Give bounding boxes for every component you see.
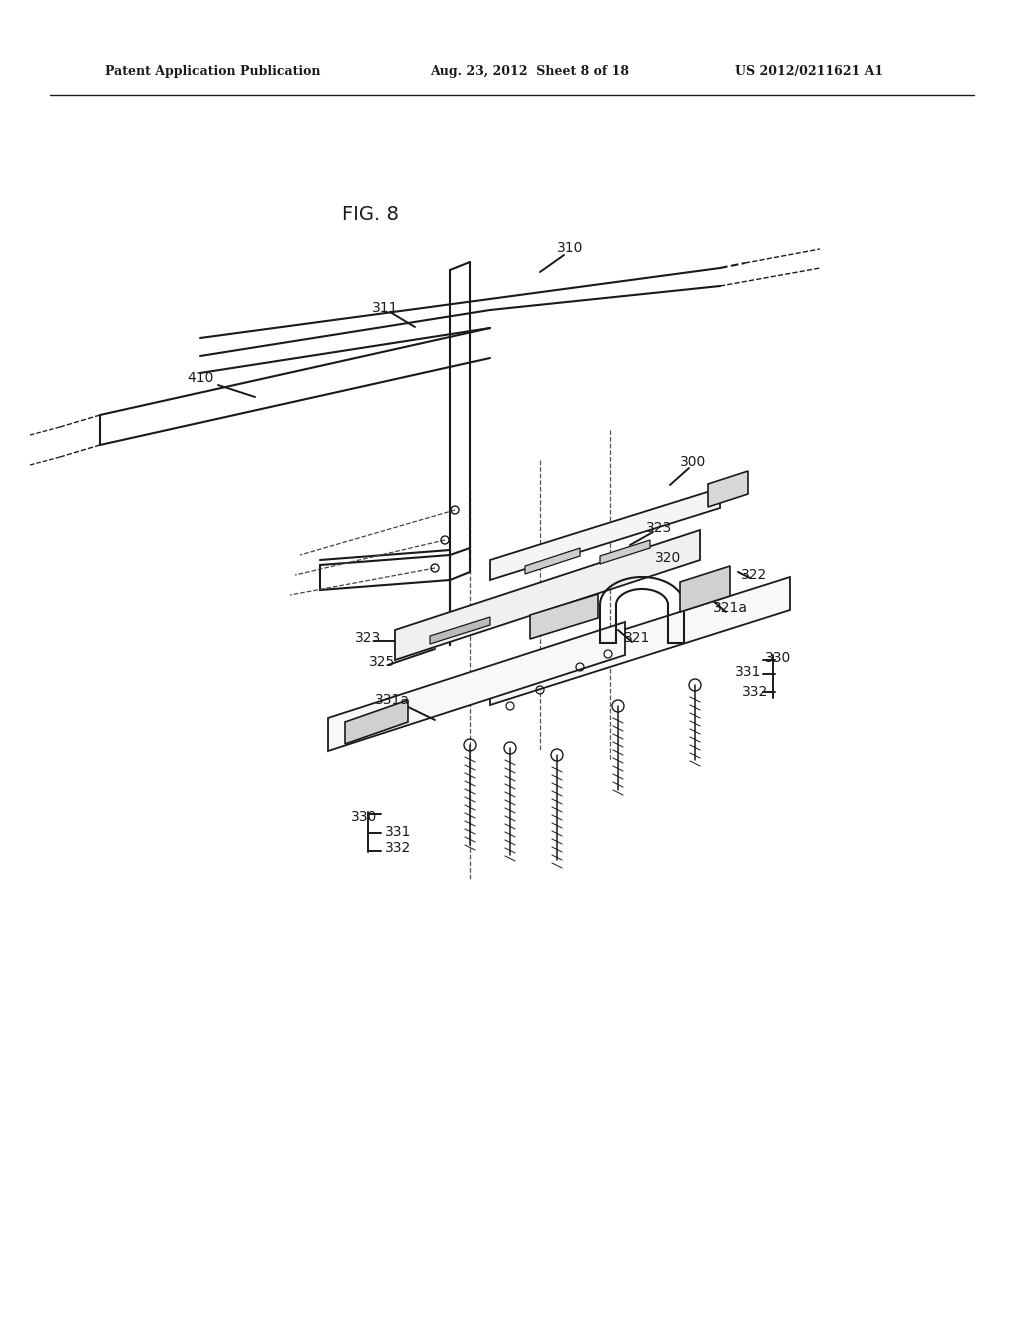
Polygon shape (525, 548, 580, 574)
Text: Aug. 23, 2012  Sheet 8 of 18: Aug. 23, 2012 Sheet 8 of 18 (430, 66, 629, 78)
Text: 310: 310 (557, 242, 584, 255)
Text: 321a: 321a (713, 601, 748, 615)
Text: 325: 325 (369, 655, 395, 669)
Text: 410: 410 (186, 371, 213, 385)
Polygon shape (490, 488, 720, 579)
Text: 323: 323 (646, 521, 672, 535)
Polygon shape (328, 622, 625, 751)
Polygon shape (430, 616, 490, 644)
Text: 322: 322 (741, 568, 767, 582)
Text: 332: 332 (385, 841, 411, 855)
Text: US 2012/0211621 A1: US 2012/0211621 A1 (735, 66, 883, 78)
Polygon shape (600, 540, 650, 564)
Text: 332: 332 (741, 685, 768, 700)
Text: 331a: 331a (375, 693, 410, 708)
Text: FIG. 8: FIG. 8 (342, 206, 398, 224)
Text: 320: 320 (655, 550, 681, 565)
Text: 321: 321 (624, 631, 650, 645)
Text: 311: 311 (372, 301, 398, 315)
Polygon shape (708, 471, 748, 507)
Polygon shape (395, 531, 700, 660)
Polygon shape (345, 700, 408, 744)
Text: 331: 331 (735, 665, 761, 678)
Text: 331: 331 (385, 825, 412, 840)
Text: 323: 323 (355, 631, 381, 645)
Polygon shape (490, 577, 790, 705)
Text: 330: 330 (765, 651, 792, 665)
Polygon shape (530, 594, 598, 639)
Text: Patent Application Publication: Patent Application Publication (105, 66, 321, 78)
Text: 300: 300 (680, 455, 707, 469)
Polygon shape (680, 566, 730, 612)
Text: 330: 330 (351, 810, 377, 824)
